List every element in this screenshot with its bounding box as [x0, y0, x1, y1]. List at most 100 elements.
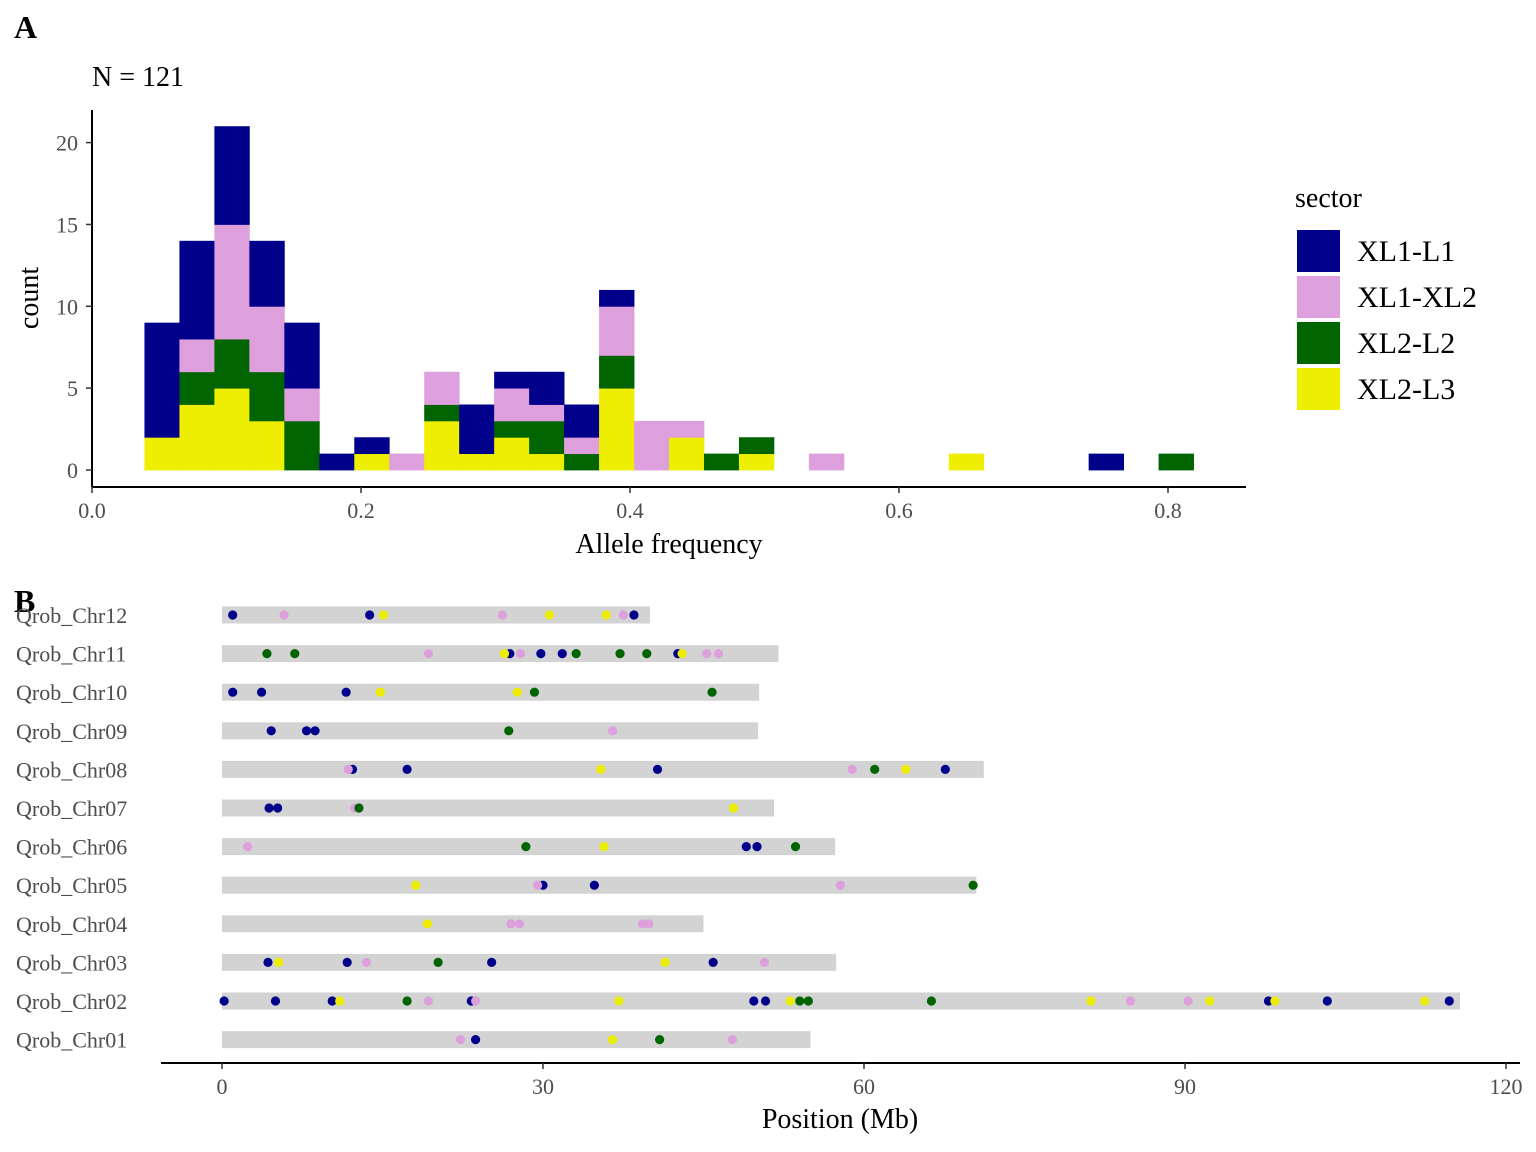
variant-point: [506, 919, 516, 929]
variant-point: [378, 610, 389, 620]
variant-point: [263, 957, 273, 968]
hist-bar-segment: [494, 388, 530, 422]
variant-point: [512, 687, 522, 697]
chromosome-bar: [222, 722, 759, 740]
variant-point: [607, 1035, 618, 1045]
chromosome-bars: [222, 606, 1460, 1049]
chromosome-bar: [222, 683, 760, 701]
x-tick-label: 0.8: [1154, 498, 1182, 523]
variant-point: [707, 687, 717, 697]
chromosome-label: Qrob_Chr09: [16, 719, 127, 744]
hist-bar-segment: [389, 453, 425, 471]
variant-point: [1205, 996, 1215, 1006]
chromosome-bar: [222, 915, 704, 933]
variant-point: [644, 919, 654, 929]
legend-label: XL1-L1: [1357, 235, 1455, 268]
variant-point: [655, 1035, 665, 1045]
variant-point: [365, 610, 375, 620]
variant-point: [327, 996, 337, 1006]
hist-bar-segment: [564, 437, 600, 455]
variant-point: [968, 880, 978, 890]
variant-point: [274, 957, 284, 968]
variant-point: [529, 687, 540, 697]
chromosome-label: Qrob_Chr03: [16, 950, 127, 975]
x-tick-label: 0.6: [885, 498, 913, 523]
variant-point: [637, 919, 648, 929]
hist-bar-segment: [424, 420, 460, 471]
variant-point: [228, 610, 238, 620]
chromosome-label: Qrob_Chr01: [16, 1028, 127, 1053]
variant-point: [279, 610, 289, 620]
hist-bar-segment: [179, 339, 215, 373]
y-tick-label: 10: [56, 294, 78, 319]
chromosome-panel: B Qrob_Chr12Qrob_Chr11Qrob_Chr10Qrob_Chr…: [14, 583, 1523, 1135]
variant-point: [629, 610, 639, 620]
variant-point: [514, 919, 525, 929]
chromosome-label: Qrob_Chr08: [16, 757, 127, 782]
variant-point: [1270, 996, 1280, 1006]
variant-point: [402, 764, 412, 775]
hist-bar-segment: [179, 240, 215, 340]
variant-point: [470, 996, 481, 1006]
variant-point: [544, 610, 555, 620]
chromosome-label: Qrob_Chr05: [16, 873, 127, 898]
variant-point: [760, 996, 771, 1006]
variant-point: [727, 1035, 737, 1045]
hist-bar-segment: [599, 355, 635, 389]
chromosome-label: Qrob_Chr04: [16, 912, 127, 937]
panel-label-a: A: [14, 9, 37, 45]
x-tick-label: 90: [1174, 1074, 1196, 1099]
hist-bar-segment: [179, 371, 215, 405]
hist-bar-segment: [319, 453, 355, 471]
variant-point: [557, 649, 567, 659]
panel-label-b: B: [14, 583, 35, 619]
variant-point: [702, 649, 712, 659]
chromosome-label: Qrob_Chr07: [16, 796, 127, 821]
variant-point: [266, 726, 276, 736]
hist-bar-segment: [529, 453, 565, 471]
hist-bar-segment: [529, 371, 565, 405]
hist-bar-segment: [144, 437, 180, 471]
variant-point: [1086, 996, 1096, 1006]
variant-point: [536, 649, 546, 659]
hist-bar-segment: [214, 388, 250, 471]
hist-bar-segment: [494, 437, 530, 471]
x-tick-label: 0.0: [78, 498, 106, 523]
variant-point: [677, 649, 687, 659]
variant-point: [341, 687, 351, 697]
hist-bar-segment: [948, 453, 985, 471]
chromosome-label: Qrob_Chr02: [16, 989, 127, 1014]
legend-title: sector: [1295, 183, 1363, 214]
variant-point: [614, 996, 624, 1006]
variant-point: [642, 649, 652, 659]
variant-point: [1322, 996, 1332, 1006]
histogram-x-axis-title: Allele frequency: [575, 529, 762, 560]
x-tick-label: 0: [217, 1074, 228, 1099]
hist-bar-segment: [459, 453, 495, 471]
variant-point: [571, 649, 581, 659]
variant-point: [803, 996, 813, 1006]
legend-label: XL2-L2: [1357, 327, 1455, 360]
y-tick-label: 5: [67, 376, 78, 401]
variant-point: [228, 687, 238, 697]
chromosome-bar: [222, 606, 650, 624]
position-x-axis-title: Position (Mb): [762, 1104, 918, 1135]
chromosome-bar: [222, 1031, 811, 1049]
hist-bar-segment: [1088, 453, 1125, 471]
variant-point: [343, 764, 353, 775]
hist-bar-segment: [249, 371, 285, 422]
x-tick-label: 60: [853, 1074, 875, 1099]
hist-bar-segment: [703, 453, 740, 471]
variant-point: [660, 957, 670, 968]
hist-bar-segment: [249, 306, 285, 373]
variant-point: [456, 1035, 466, 1045]
variant-point: [795, 996, 805, 1006]
variant-point: [596, 764, 606, 775]
variant-point: [423, 649, 434, 659]
variant-point: [599, 842, 609, 852]
variant-point: [422, 919, 433, 929]
variant-point: [1125, 996, 1136, 1006]
variant-point: [270, 996, 281, 1006]
hist-bar-segment: [284, 322, 320, 389]
